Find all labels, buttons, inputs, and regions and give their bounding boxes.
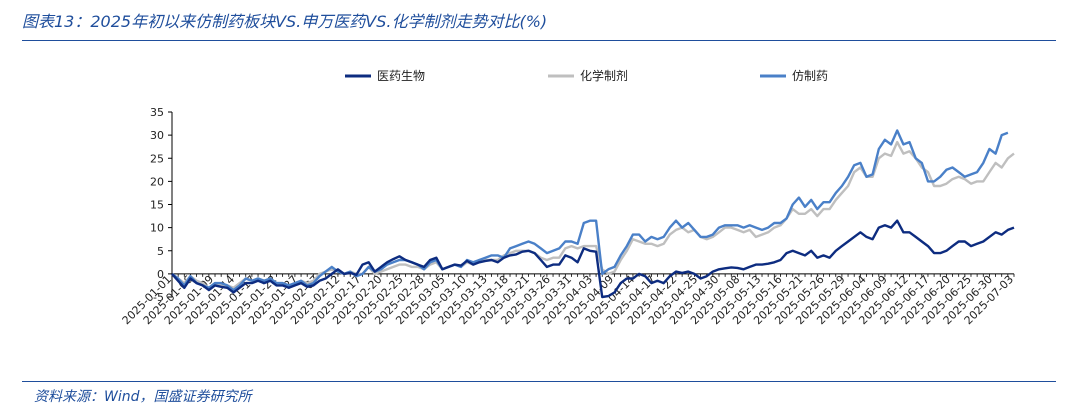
y-tick-label: 35	[150, 106, 164, 119]
chart-legend: 医药生物 化学制剂 仿制药	[345, 68, 828, 83]
y-tick-label: 15	[150, 199, 164, 212]
series-line-3	[171, 129, 1009, 292]
series-line-2	[171, 140, 1015, 289]
legend-label-3: 仿制药	[792, 69, 828, 83]
y-axis: -5 0 5 10 15 20 25 30 35	[150, 106, 173, 304]
y-tick-label: -5	[153, 291, 164, 304]
bottom-rule	[22, 381, 1056, 382]
legend-label-1: 医药生物	[377, 69, 425, 83]
y-tick-label: 30	[150, 129, 164, 142]
top-rule	[22, 40, 1056, 41]
y-tick-label: 5	[157, 245, 164, 258]
y-tick-label: 0	[157, 268, 164, 281]
series-lines	[171, 129, 1015, 299]
series-line-1	[171, 219, 1015, 299]
legend-label-2: 化学制剂	[580, 68, 628, 83]
chart-title: 图表13：2025年初以来仿制药板块VS.申万医药VS.化学制剂走势对比(%)	[22, 12, 548, 31]
y-tick-label: 10	[150, 222, 164, 235]
y-tick-label: 25	[150, 152, 164, 165]
y-tick-label: 20	[150, 175, 164, 188]
source-note: 资料来源：Wind，国盛证券研究所	[34, 389, 252, 405]
